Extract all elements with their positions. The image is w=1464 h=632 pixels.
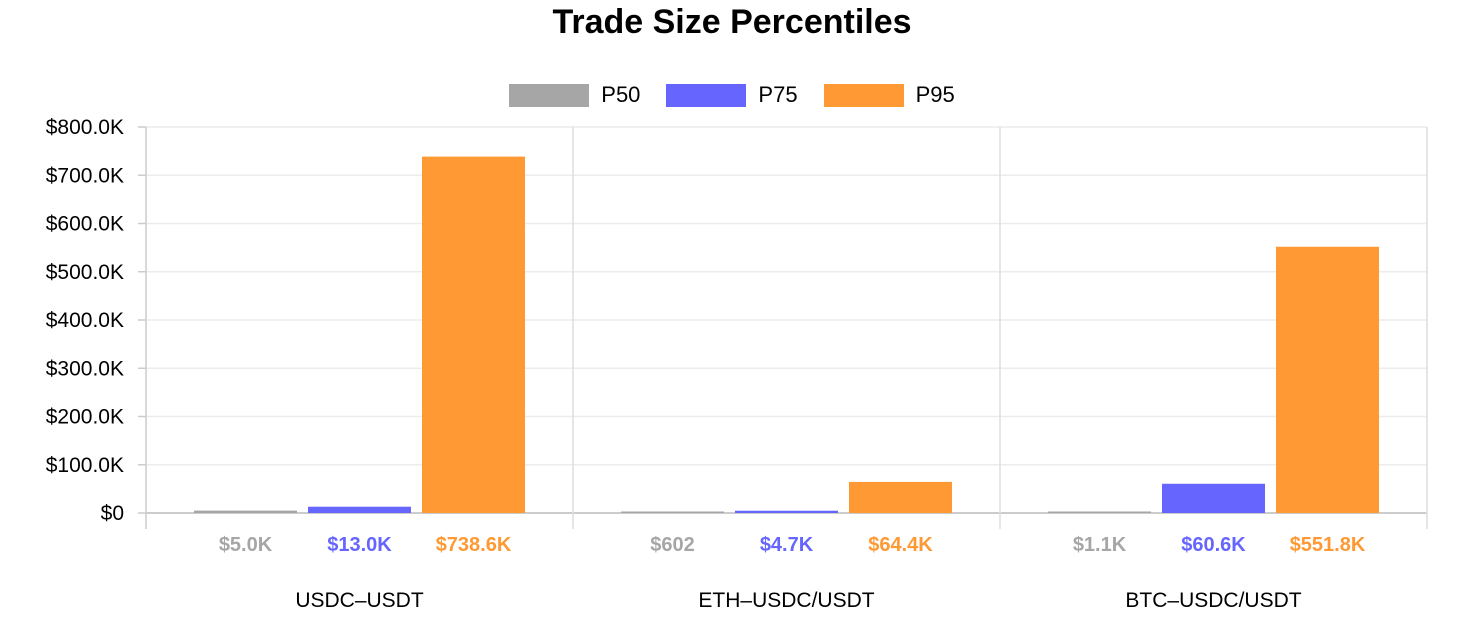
legend-item-p50[interactable]: P50 [509, 82, 640, 108]
bar-p75 [1162, 483, 1265, 513]
y-tick-label: $0 [101, 502, 124, 525]
data-label: $13.0K [327, 534, 392, 556]
data-label: $551.8K [1290, 534, 1366, 556]
legend-label-p50: P50 [601, 82, 641, 107]
data-label: $738.6K [436, 534, 512, 556]
legend-swatch-p50 [509, 83, 590, 107]
chart-title: Trade Size Percentiles [552, 3, 912, 41]
bar-p50 [1048, 511, 1151, 513]
y-tick-label: $600.0K [46, 213, 124, 236]
y-tick-label: $700.0K [46, 164, 124, 187]
y-tick-label: $200.0K [46, 406, 124, 429]
legend-swatch-p95 [823, 83, 904, 107]
category-label: BTC–USDC/USDT [1125, 589, 1301, 612]
legend-label-p95: P95 [915, 82, 955, 107]
y-tick-label: $800.0K [46, 116, 124, 139]
legend-item-p75[interactable]: P75 [666, 82, 798, 108]
bar-p50 [621, 511, 724, 513]
data-label: $64.4K [868, 534, 933, 556]
y-tick-label: $500.0K [46, 261, 124, 284]
category-label: USDC–USDT [295, 589, 424, 612]
y-tick-label: $300.0K [46, 357, 124, 380]
bar-p75 [308, 506, 411, 513]
data-label: $602 [650, 534, 695, 556]
bar-p95 [849, 481, 952, 513]
legend-item-p95[interactable]: P95 [823, 82, 955, 108]
legend-label-p75: P75 [758, 82, 798, 107]
category-label: ETH–USDC/USDT [698, 589, 874, 612]
bar-p75 [735, 510, 838, 513]
bar-p95 [422, 156, 525, 514]
data-label: $4.7K [760, 534, 814, 556]
data-label: $5.0K [219, 534, 273, 556]
data-label: $1.1K [1073, 534, 1127, 556]
legend: P50 P75 P95 [0, 80, 1464, 110]
y-tick-label: $100.0K [46, 454, 124, 477]
y-tick-label: $400.0K [46, 309, 124, 332]
data-label: $60.6K [1181, 534, 1246, 556]
bar-p50 [194, 510, 297, 513]
legend-swatch-p75 [666, 83, 747, 107]
bar-p95 [1276, 246, 1379, 513]
